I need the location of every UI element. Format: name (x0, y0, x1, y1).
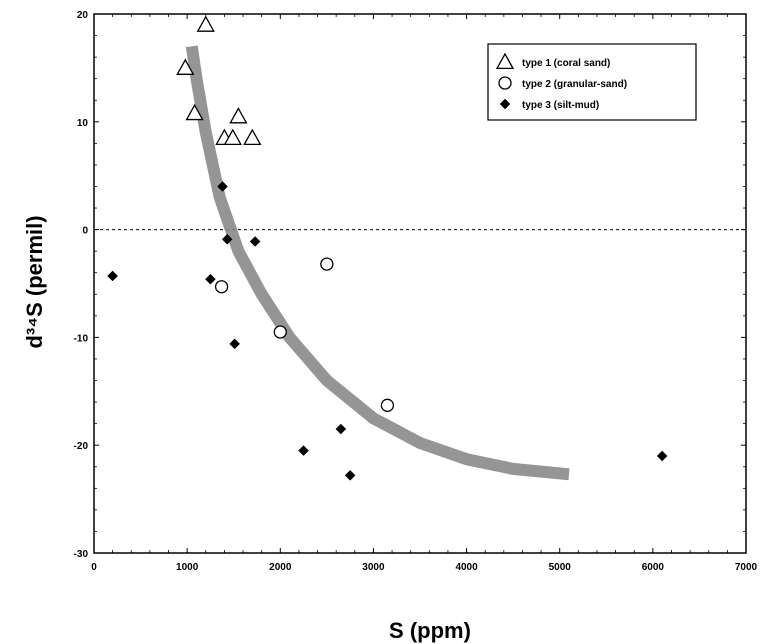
legend-marker (498, 76, 512, 90)
data-point (273, 325, 287, 339)
data-point (380, 398, 395, 412)
y-tick-label: -10 (74, 333, 89, 344)
trend-curve (185, 45, 570, 481)
data-point (320, 257, 334, 271)
data-point (229, 107, 248, 124)
x-axis-title: S (ppm) (389, 618, 471, 643)
x-tick-label: 4000 (455, 562, 478, 573)
axis-ticks: 0 1000 2000 3000 4000 5000 6000 7000 -30 -20 -10 0 1… (74, 10, 758, 573)
legend-box (487, 43, 697, 121)
trend-curve-layer (185, 45, 570, 481)
legend: type 1 (coral sand) type 2 (granular-sand… (487, 43, 697, 121)
series-3 (107, 181, 668, 481)
data-points (107, 15, 668, 481)
x-tick-label: 1000 (176, 562, 199, 573)
data-point (185, 103, 204, 121)
y-tick-label: 0 (82, 226, 88, 237)
plot-frame (93, 13, 747, 554)
data-point (107, 270, 118, 282)
data-point (223, 128, 242, 146)
y-tick-label: -30 (74, 549, 89, 560)
data-point (196, 15, 215, 32)
data-point (229, 338, 240, 350)
x-tick-label: 7000 (735, 562, 758, 573)
x-tick-label: 3000 (362, 562, 385, 573)
data-point (205, 273, 216, 285)
data-point (217, 181, 228, 192)
legend-marker (499, 98, 511, 110)
data-point (249, 236, 261, 247)
data-point (176, 58, 195, 75)
data-point (298, 445, 309, 456)
data-point (214, 280, 229, 294)
legend-label: type 3 (silt-mud) (522, 100, 599, 111)
data-point (335, 423, 347, 435)
series-2 (214, 257, 395, 412)
x-tick-label: 5000 (549, 562, 572, 573)
y-tick-label: 10 (77, 118, 89, 129)
series-1 (176, 15, 262, 146)
legend-label: type 1 (coral sand) (522, 58, 610, 69)
data-point (656, 450, 668, 462)
legend-label: type 2 (granular-sand) (522, 79, 627, 90)
x-tick-label: 6000 (642, 562, 665, 573)
data-point (221, 233, 233, 245)
y-tick-label: 20 (77, 10, 89, 21)
y-tick-label: -20 (74, 441, 89, 452)
data-point (243, 128, 262, 146)
x-tick-label: 0 (91, 562, 97, 573)
data-point (344, 470, 356, 481)
x-tick-label: 2000 (269, 562, 292, 573)
legend-marker (495, 52, 515, 70)
y-axis-title: d³⁴S (permil) (22, 215, 47, 348)
